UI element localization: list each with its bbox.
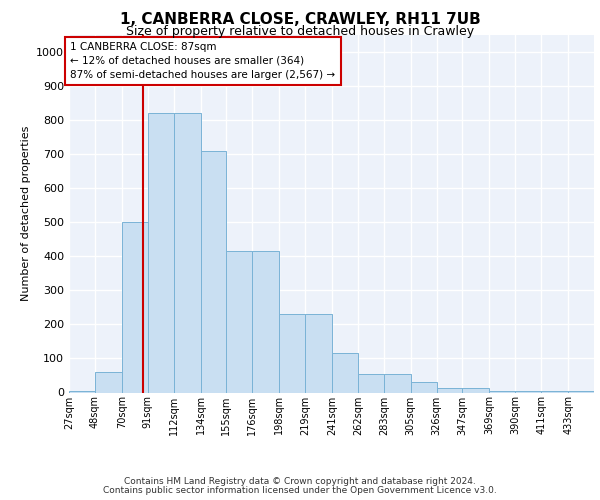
Bar [148, 114, 173, 392]
Bar [122, 222, 148, 392]
Text: Size of property relative to detached houses in Crawley: Size of property relative to detached ho… [126, 25, 474, 38]
Bar [200, 151, 226, 392]
Bar [437, 388, 463, 392]
Bar [515, 391, 541, 392]
Bar [305, 314, 332, 392]
Text: 1 CANBERRA CLOSE: 87sqm
← 12% of detached houses are smaller (364)
87% of semi-d: 1 CANBERRA CLOSE: 87sqm ← 12% of detache… [70, 42, 335, 80]
Text: 1, CANBERRA CLOSE, CRAWLEY, RH11 7UB: 1, CANBERRA CLOSE, CRAWLEY, RH11 7UB [119, 12, 481, 28]
Text: Contains HM Land Registry data © Crown copyright and database right 2024.: Contains HM Land Registry data © Crown c… [124, 477, 476, 486]
Bar [358, 374, 384, 392]
Bar [279, 314, 305, 392]
Bar [411, 382, 437, 392]
Bar [69, 391, 95, 392]
Bar [541, 391, 568, 392]
Bar [332, 354, 358, 393]
Text: Contains public sector information licensed under the Open Government Licence v3: Contains public sector information licen… [103, 486, 497, 495]
Bar [463, 388, 490, 392]
Bar [384, 374, 411, 392]
Bar [568, 391, 594, 392]
Bar [95, 372, 122, 392]
Y-axis label: Number of detached properties: Number of detached properties [20, 126, 31, 302]
Bar [490, 391, 515, 392]
Bar [226, 251, 252, 392]
Bar [173, 114, 200, 392]
Bar [252, 251, 279, 392]
